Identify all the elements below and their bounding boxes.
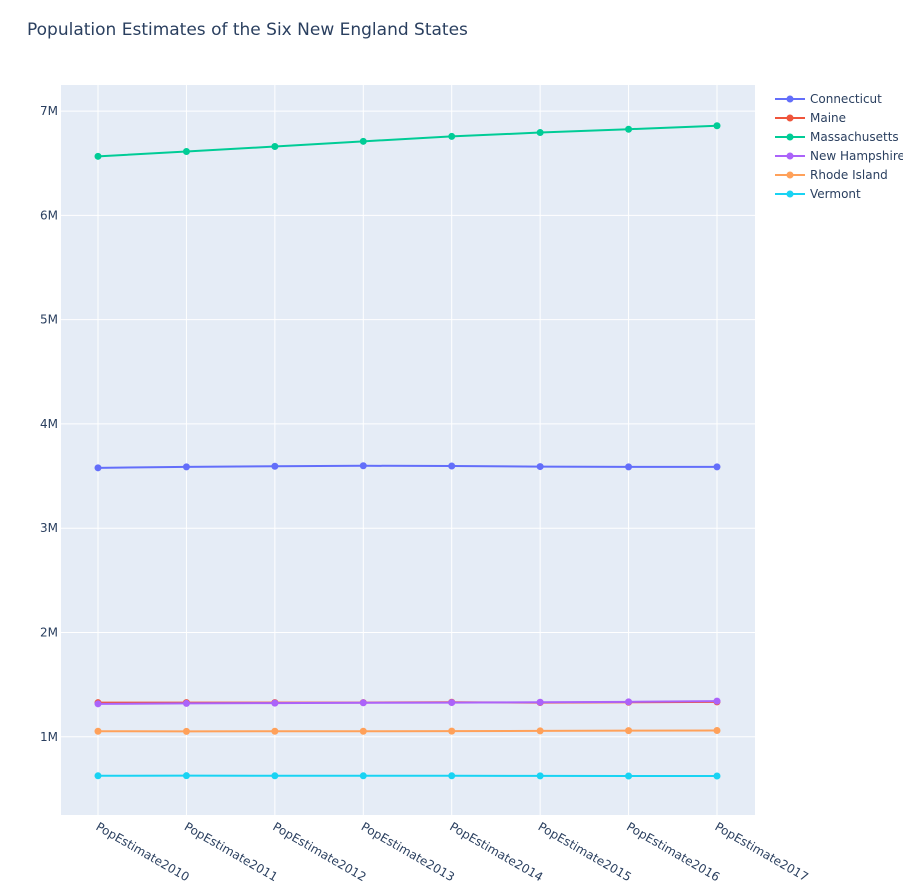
data-point-vermont	[713, 772, 721, 780]
legend-item-rhode-island[interactable]: Rhode Island	[775, 168, 888, 182]
legend-item-massachusetts[interactable]: Massachusetts	[775, 130, 899, 144]
data-point-new-hampshire	[94, 700, 102, 708]
series-line-rhode-island	[97, 729, 718, 733]
series-massachusetts	[94, 122, 721, 160]
data-point-new-hampshire	[271, 699, 279, 707]
y-tick-label: 5M	[40, 313, 58, 327]
data-point-vermont	[536, 772, 544, 780]
data-point-massachusetts	[94, 152, 102, 160]
series-connecticut	[94, 462, 721, 472]
data-point-vermont	[94, 772, 102, 780]
data-point-vermont	[182, 772, 190, 780]
series-rhode-island	[94, 727, 721, 735]
series-lines	[94, 122, 721, 780]
legend-marker	[786, 114, 794, 122]
data-point-new-hampshire	[448, 699, 456, 707]
data-point-rhode-island	[182, 727, 190, 735]
data-point-new-hampshire	[713, 697, 721, 705]
data-point-rhode-island	[94, 727, 102, 735]
data-point-vermont	[448, 772, 456, 780]
legend-marker	[786, 190, 794, 198]
legend-marker	[786, 133, 794, 141]
data-point-new-hampshire	[359, 699, 367, 707]
legend-item-new-hampshire[interactable]: New Hampshire	[775, 149, 903, 163]
data-point-massachusetts	[536, 129, 544, 137]
series-new-hampshire	[94, 697, 721, 708]
data-point-massachusetts	[625, 125, 633, 133]
legend-item-vermont[interactable]: Vermont	[775, 187, 861, 201]
y-axis-ticks: 1M 2M 3M 4M 5M 6M 7M	[40, 104, 58, 744]
series-line-new-hampshire	[97, 700, 718, 705]
data-point-connecticut	[359, 462, 367, 470]
grid-lines	[61, 85, 755, 815]
legend-marker	[786, 95, 794, 103]
data-point-new-hampshire	[182, 699, 190, 707]
data-point-connecticut	[713, 463, 721, 471]
y-tick-label: 1M	[40, 730, 58, 744]
data-point-new-hampshire	[536, 698, 544, 706]
data-point-massachusetts	[359, 137, 367, 145]
legend-label: Massachusetts	[810, 130, 899, 144]
y-tick-label: 6M	[40, 208, 58, 222]
data-point-connecticut	[94, 464, 102, 472]
y-tick-label: 3M	[40, 521, 58, 535]
data-point-massachusetts	[271, 143, 279, 151]
data-point-rhode-island	[713, 727, 721, 735]
data-point-connecticut	[271, 462, 279, 470]
data-point-vermont	[271, 772, 279, 780]
legend-label: Vermont	[810, 187, 861, 201]
data-point-vermont	[359, 772, 367, 780]
data-point-new-hampshire	[625, 698, 633, 706]
y-tick-label: 2M	[40, 626, 58, 640]
legend-label: Connecticut	[810, 92, 882, 106]
data-point-rhode-island	[271, 727, 279, 735]
legend-label: Rhode Island	[810, 168, 888, 182]
legend-label: New Hampshire	[810, 149, 903, 163]
data-point-connecticut	[448, 462, 456, 470]
series-vermont	[94, 772, 721, 780]
legend-marker	[786, 152, 794, 160]
data-point-massachusetts	[713, 122, 721, 130]
data-point-massachusetts	[448, 132, 456, 140]
series-line-massachusetts	[97, 124, 718, 158]
data-point-rhode-island	[625, 727, 633, 735]
legend-item-maine[interactable]: Maine	[775, 111, 846, 125]
data-point-rhode-island	[448, 727, 456, 735]
y-tick-label: 4M	[40, 417, 58, 431]
legend-item-connecticut[interactable]: Connecticut	[775, 92, 882, 106]
data-point-rhode-island	[359, 727, 367, 735]
data-point-vermont	[625, 772, 633, 780]
legend-label: Maine	[810, 111, 846, 125]
legend-marker	[786, 171, 794, 179]
plot-area	[61, 85, 755, 815]
data-point-connecticut	[182, 463, 190, 471]
legend[interactable]: Connecticut Maine Massachusetts New Hampshi…	[775, 92, 903, 201]
data-point-massachusetts	[182, 148, 190, 156]
series-line-connecticut	[97, 464, 717, 469]
y-tick-label: 7M	[40, 104, 58, 118]
data-point-connecticut	[625, 463, 633, 471]
chart-title: Population Estimates of the Six New Engl…	[27, 20, 468, 40]
data-point-connecticut	[536, 463, 544, 471]
data-point-rhode-island	[536, 727, 544, 735]
